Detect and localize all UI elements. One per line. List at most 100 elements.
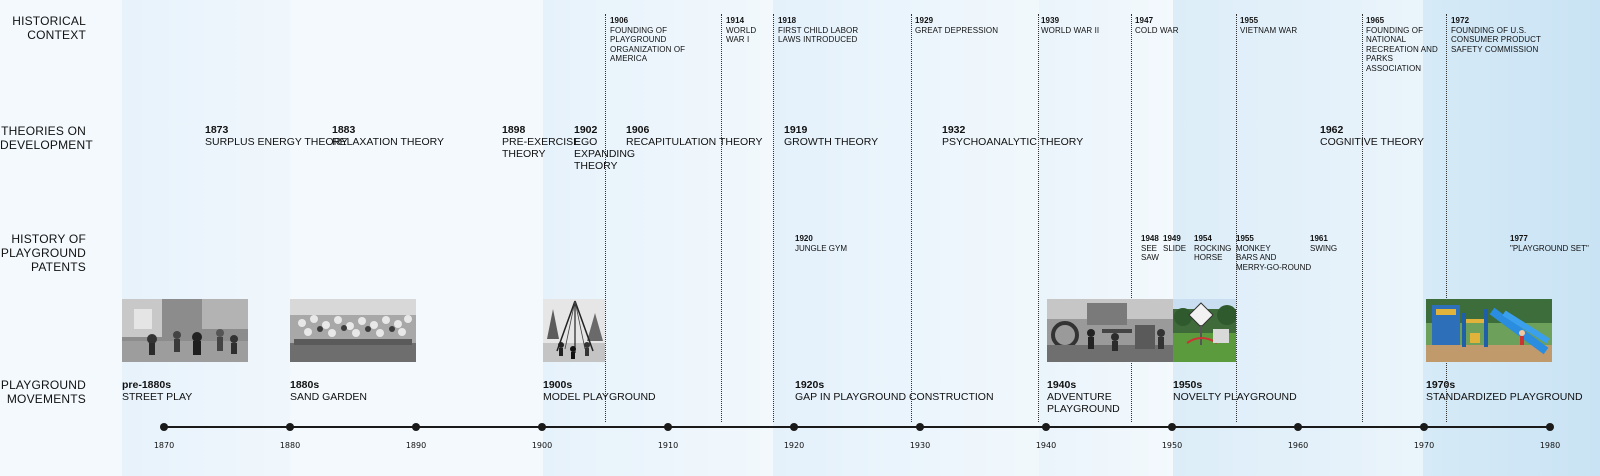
patent-year: 1977 bbox=[1510, 234, 1528, 243]
street-play-photo bbox=[122, 299, 248, 362]
era-band-1950s bbox=[1173, 0, 1423, 476]
patent-item: 1920 JUNGLE GYM bbox=[795, 234, 847, 253]
history-text: VIETNAM WAR bbox=[1240, 25, 1298, 35]
axis-tick-label: 1960 bbox=[1287, 441, 1309, 450]
movement-period: 1900s bbox=[543, 379, 573, 391]
event-line-1906 bbox=[605, 14, 606, 422]
axis-tick-label: 1910 bbox=[657, 441, 679, 450]
event-line-1929 bbox=[911, 14, 912, 422]
patent-item: 1955 MONKEY BARS AND MERRY-GO-ROUND bbox=[1236, 234, 1311, 272]
history-text: FOUNDING OF PLAYGROUND ORGANIZATION OF A… bbox=[610, 25, 686, 64]
patent-item: 1977 "PLAYGROUND SET" bbox=[1510, 234, 1589, 253]
axis-tick-dot bbox=[1294, 423, 1302, 431]
patent-text: MONKEY BARS AND MERRY-GO-ROUND bbox=[1236, 243, 1312, 272]
event-line-1972 bbox=[1446, 14, 1447, 422]
history-year: 1947 bbox=[1135, 16, 1154, 25]
axis-tick-dot bbox=[412, 423, 420, 431]
axis-tick-label: 1890 bbox=[405, 441, 427, 450]
row-label-historical-context: HISTORICAL CONTEXT bbox=[12, 14, 86, 42]
era-band-1870s bbox=[122, 0, 290, 476]
event-line-1965 bbox=[1362, 14, 1363, 422]
theory-year: 1919 bbox=[784, 124, 808, 136]
axis-tick-label: 1870 bbox=[153, 441, 175, 450]
theory-item: 1962 COGNITIVE THEORY bbox=[1320, 124, 1424, 148]
history-item: 1906 FOUNDING OF PLAYGROUND ORGANIZATION … bbox=[610, 16, 685, 64]
theory-text: RELAXATION THEORY bbox=[332, 136, 445, 148]
patent-year: 1920 bbox=[795, 234, 813, 243]
history-text: FIRST CHILD LABOR LAWS INTRODUCED bbox=[778, 25, 859, 45]
patent-year: 1955 bbox=[1236, 234, 1254, 243]
model-playground-photo bbox=[543, 299, 605, 362]
history-item: 1972 FOUNDING OF U.S. CONSUMER PRODUCT SA… bbox=[1451, 16, 1541, 54]
axis-tick-label: 1970 bbox=[1413, 441, 1435, 450]
movement-period: 1880s bbox=[290, 379, 320, 391]
row-label-movements: PLAYGROUND MOVEMENTS bbox=[0, 378, 86, 406]
patent-year: 1948 bbox=[1141, 234, 1159, 243]
theory-year: 1898 bbox=[502, 124, 526, 136]
history-item: 1965 FOUNDING OF NATIONAL RECREATION AND … bbox=[1366, 16, 1438, 74]
axis-tick-dot bbox=[1042, 423, 1050, 431]
axis-tick-dot bbox=[160, 423, 168, 431]
era-band-1920s bbox=[773, 0, 1039, 476]
theory-item: 1902 EGO EXPANDING THEORY bbox=[574, 124, 635, 172]
patent-item: 1954 ROCKING HORSE bbox=[1194, 234, 1231, 263]
movement-item: 1920s GAP IN PLAYGROUND CONSTRUCTION bbox=[795, 379, 994, 403]
axis-tick-label: 1930 bbox=[909, 441, 931, 450]
patent-item: 1948 SEE SAW bbox=[1141, 234, 1159, 263]
history-year: 1965 bbox=[1366, 16, 1385, 25]
era-band-1900s bbox=[543, 0, 773, 476]
movement-text: MODEL PLAYGROUND bbox=[543, 391, 656, 403]
history-item: 1947 COLD WAR bbox=[1135, 16, 1179, 35]
row-label-patents: HISTORY OF PLAYGROUND PATENTS bbox=[0, 232, 86, 274]
theory-year: 1883 bbox=[332, 124, 356, 136]
theory-year: 1906 bbox=[626, 124, 650, 136]
history-year: 1939 bbox=[1041, 16, 1060, 25]
theory-item: 1873 SURPLUS ENERGY THEORY bbox=[205, 124, 348, 148]
movement-item: 1950s NOVELTY PLAYGROUND bbox=[1173, 379, 1297, 403]
patent-text: SLIDE bbox=[1163, 243, 1187, 253]
history-item: 1914 WORLD WAR I bbox=[726, 16, 756, 45]
history-item: 1929 GREAT DEPRESSION bbox=[915, 16, 998, 35]
patent-text: SEE SAW bbox=[1141, 243, 1159, 263]
theory-item: 1932 PSYCHOANALYTIC THEORY bbox=[942, 124, 1083, 148]
axis-tick-dot bbox=[916, 423, 924, 431]
event-line-1947 bbox=[1131, 14, 1132, 422]
movement-text: GAP IN PLAYGROUND CONSTRUCTION bbox=[795, 391, 994, 403]
movement-period: 1940s bbox=[1047, 379, 1077, 391]
sand-garden-photo bbox=[290, 299, 416, 362]
movement-text: SAND GARDEN bbox=[290, 391, 368, 403]
axis-tick-label: 1920 bbox=[783, 441, 805, 450]
history-year: 1906 bbox=[610, 16, 629, 25]
theory-text: GROWTH THEORY bbox=[784, 136, 879, 148]
history-text: WORLD WAR I bbox=[726, 25, 757, 45]
movement-period: pre-1880s bbox=[122, 379, 172, 391]
novelty-playground-photo bbox=[1173, 299, 1236, 362]
axis-tick-label: 1900 bbox=[531, 441, 553, 450]
theory-item: 1898 PRE-EXERCISE THEORY bbox=[502, 124, 580, 160]
movement-period: 1950s bbox=[1173, 379, 1203, 391]
movement-item: 1900s MODEL PLAYGROUND bbox=[543, 379, 656, 403]
theory-year: 1932 bbox=[942, 124, 966, 136]
history-year: 1918 bbox=[778, 16, 797, 25]
event-line-1955 bbox=[1236, 14, 1237, 422]
movement-item: pre-1880s STREET PLAY bbox=[122, 379, 192, 403]
history-year: 1972 bbox=[1451, 16, 1470, 25]
theory-text: COGNITIVE THEORY bbox=[1320, 136, 1425, 148]
patent-text: ROCKING HORSE bbox=[1194, 243, 1232, 263]
theory-year: 1962 bbox=[1320, 124, 1344, 136]
history-year: 1955 bbox=[1240, 16, 1259, 25]
history-year: 1914 bbox=[726, 16, 745, 25]
axis-tick-label: 1980 bbox=[1539, 441, 1561, 450]
axis-tick-dot bbox=[538, 423, 546, 431]
axis-tick-dot bbox=[790, 423, 798, 431]
axis-tick-label: 1950 bbox=[1161, 441, 1183, 450]
movement-text: STREET PLAY bbox=[122, 391, 193, 403]
era-band-1970s bbox=[1423, 0, 1600, 476]
patent-text: JUNGLE GYM bbox=[795, 243, 848, 253]
movement-text: NOVELTY PLAYGROUND bbox=[1173, 391, 1297, 403]
history-item: 1918 FIRST CHILD LABOR LAWS INTRODUCED bbox=[778, 16, 858, 45]
theory-text: EGO EXPANDING THEORY bbox=[574, 136, 636, 172]
history-text: COLD WAR bbox=[1135, 25, 1179, 35]
event-line-1918 bbox=[773, 14, 774, 422]
